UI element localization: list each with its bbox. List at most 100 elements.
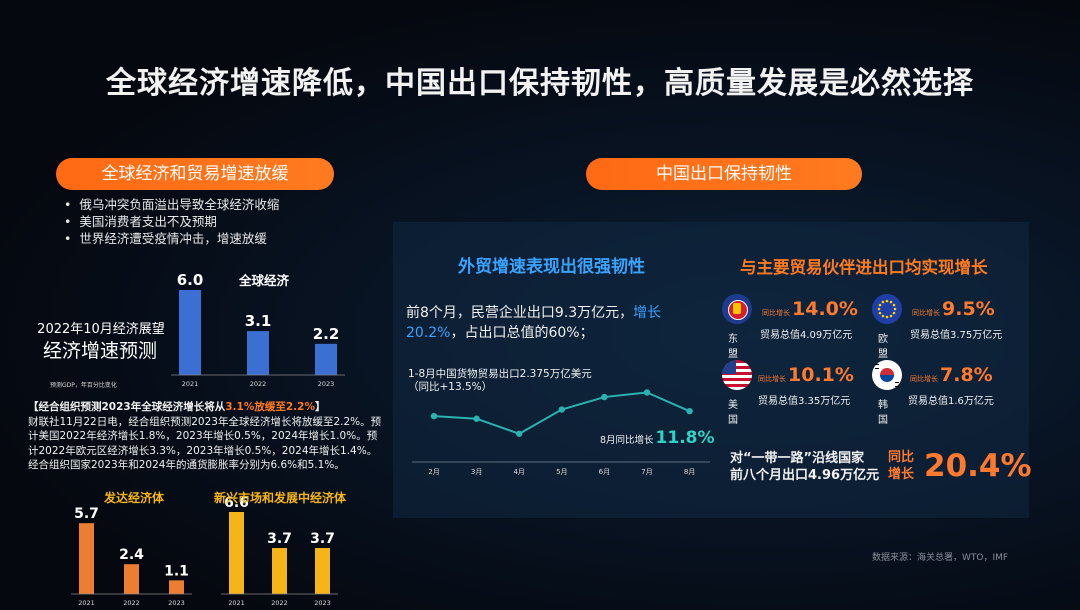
bullet-item: 美国消费者支出不及预期	[78, 213, 279, 230]
monthly-export-line-chart: 2月 3月 4月 5月 6月 7月 8月	[412, 389, 710, 476]
line-caption: 1-8月中国货物贸易出口2.375万亿美元 （同比+13.5%）	[408, 368, 592, 394]
partner-yoy-label: 同比增长	[762, 309, 790, 317]
belt-road-text: 对“一带一路”沿线国家 前八个月出口4.96万亿元	[730, 450, 879, 484]
korea-flag-icon	[872, 360, 902, 390]
belt-label1: 同比	[888, 450, 915, 465]
bar-2021	[179, 290, 201, 375]
belt-line1: 对“一带一路”沿线国家	[730, 451, 865, 466]
x-tick-label: 2021	[182, 380, 199, 388]
oecd-block: 【经合组织预测2023年全球经济增长将从3.1%放缓至2.2%】 财联社11月2…	[28, 400, 382, 473]
data-point-6月	[601, 393, 608, 401]
x-tick-label: 4月	[513, 468, 524, 476]
oecd-head-highlight: 3.1%放缓至2.2%	[225, 401, 315, 413]
partner-total: 贸易总值3.35万亿元	[758, 396, 851, 407]
x-tick-label: 2021	[78, 599, 95, 607]
bar-value-label: 3.1	[245, 312, 272, 330]
private-export-text: 前8个月，民营企业出口9.3万亿元，增长 20.2%，占出口总值的60%；	[406, 303, 706, 343]
x-tick-label: 6月	[599, 468, 610, 476]
chart-title: 新兴市场和发展中经济体	[214, 490, 347, 505]
oecd-head-prefix: 【经合组织预测2023年全球经济增长将从	[28, 401, 226, 413]
aug-label: 8月同比增长	[600, 435, 654, 446]
chart-title: 发达经济体	[103, 490, 165, 505]
text-main: 前8个月，民营企业出口9.3万亿元，	[406, 305, 634, 321]
partner-name: 韩国	[878, 400, 888, 426]
belt-yoy-label: 同比 增长	[888, 449, 914, 483]
bullet-item: 俄乌冲突负面溢出导致全球经济收缩	[78, 196, 279, 213]
partner-yoy: 10.1%	[788, 364, 854, 386]
global-economy-chart: 6.0 2021 3.1 2022 2.2 2023 全球经济	[171, 271, 345, 388]
data-point-2月	[430, 412, 438, 420]
bar-2021	[79, 523, 94, 594]
bullet-item: 世界经济遭受疫情冲击，增速放缓	[78, 230, 279, 247]
outlook-line2: 经济增速预测	[42, 340, 157, 362]
left-section-pill: 全球经济和贸易增速放缓	[56, 158, 334, 190]
belt-line2: 前八个月出口4.96万亿元	[730, 468, 880, 483]
bar-2021	[229, 512, 244, 594]
data-point-8月	[686, 407, 693, 415]
aug-growth: 8月同比增长 11.8%	[600, 428, 715, 448]
x-tick-label: 2021	[228, 599, 245, 607]
data-point-4月	[516, 430, 523, 437]
partner-yoy: 7.8%	[940, 364, 993, 386]
export-panel	[393, 222, 1029, 518]
partner-total: 贸易总值1.6万亿元	[908, 396, 994, 407]
outlook-line1: 2022年10月经济展望	[37, 322, 165, 337]
bar-value-label: 2.4	[119, 547, 144, 563]
gdp-note: 预测GDP，年百分比变化	[50, 382, 117, 389]
x-tick-label: 2022	[123, 599, 140, 607]
bar-value-label: 3.7	[267, 531, 292, 547]
x-tick-label: 2022	[250, 380, 267, 388]
text-rest: ，占出口总值的60%；	[450, 325, 594, 341]
subtitle-partners: 与主要贸易伙伴进出口均实现增长	[740, 258, 988, 277]
partner-yoy: 9.5%	[942, 298, 995, 320]
bar-value-label: 3.7	[310, 531, 335, 547]
x-tick-label: 7月	[641, 468, 652, 476]
bar-value-label: 6.0	[177, 271, 204, 289]
bar-value-label: 5.7	[74, 506, 99, 522]
partner-yoy: 14.0%	[792, 298, 858, 320]
oecd-body: 财联社11月22日电，经合组织预测2023年全球经济增长将放缓至2.2%。预计美…	[28, 415, 382, 472]
bar-value-label: 6.6	[224, 495, 249, 511]
right-section-pill: 中国出口保持韧性	[586, 158, 862, 190]
partner-grid: 东盟 同比增长 14.0% 贸易总值4.09万亿元 欧盟 同比增长 9.5% 贸…	[720, 292, 1020, 426]
page-title: 全球经济增速降低，中国出口保持韧性，高质量发展是必然选择	[106, 66, 974, 101]
bar-2022	[247, 331, 269, 375]
x-tick-label: 2022	[271, 599, 288, 607]
x-tick-label: 8月	[684, 468, 695, 476]
x-tick-label: 3月	[471, 468, 482, 476]
bar-2023	[169, 580, 184, 594]
chart-title: 全球经济	[238, 273, 290, 288]
usa-flag-icon	[722, 360, 752, 390]
bar-2022	[124, 564, 139, 594]
partner-total: 贸易总值4.09万亿元	[760, 330, 853, 341]
bar-value-label: 2.2	[313, 325, 340, 343]
developed-economies-chart: 5.7 2021 2.4 2022 1.1 2023 发达经济体	[71, 490, 192, 607]
bar-2023	[315, 548, 330, 594]
asean-flag-icon	[722, 294, 752, 324]
text-highlight-growth: 增长	[633, 305, 662, 321]
partner-name: 欧盟	[878, 334, 888, 360]
text-highlight-pct: 20.2%	[406, 325, 451, 341]
data-point-3月	[473, 415, 480, 422]
partner-yoy-label: 同比增长	[910, 375, 938, 383]
eu-flag-icon	[872, 294, 902, 324]
x-tick-label: 2023	[314, 599, 331, 607]
bar-value-label: 1.1	[164, 563, 189, 579]
partner-name: 美国	[728, 400, 738, 426]
partner-total: 贸易总值3.75万亿元	[910, 330, 1003, 341]
line-caption-2: （同比+13.5%）	[408, 381, 493, 393]
aug-value: 11.8%	[655, 428, 715, 448]
bar-2022	[272, 548, 287, 594]
bar-2023	[315, 343, 337, 375]
x-tick-label: 2023	[168, 599, 185, 607]
data-point-5月	[558, 406, 565, 413]
partner-name: 东盟	[728, 334, 738, 360]
bullet-list: 俄乌冲突负面溢出导致全球经济收缩 美国消费者支出不及预期 世界经济遭受疫情冲击，…	[78, 196, 279, 247]
x-tick-label: 2023	[318, 380, 335, 388]
belt-value: 20.4%	[924, 448, 1032, 484]
belt-label2: 增长	[888, 467, 915, 482]
subtitle-resilience: 外贸增速表现出很强韧性	[458, 257, 645, 277]
partner-yoy-label: 同比增长	[758, 375, 786, 383]
x-tick-label: 2月	[428, 468, 439, 476]
data-source: 数据来源：海关总署，WTO，IMF	[872, 553, 1009, 563]
